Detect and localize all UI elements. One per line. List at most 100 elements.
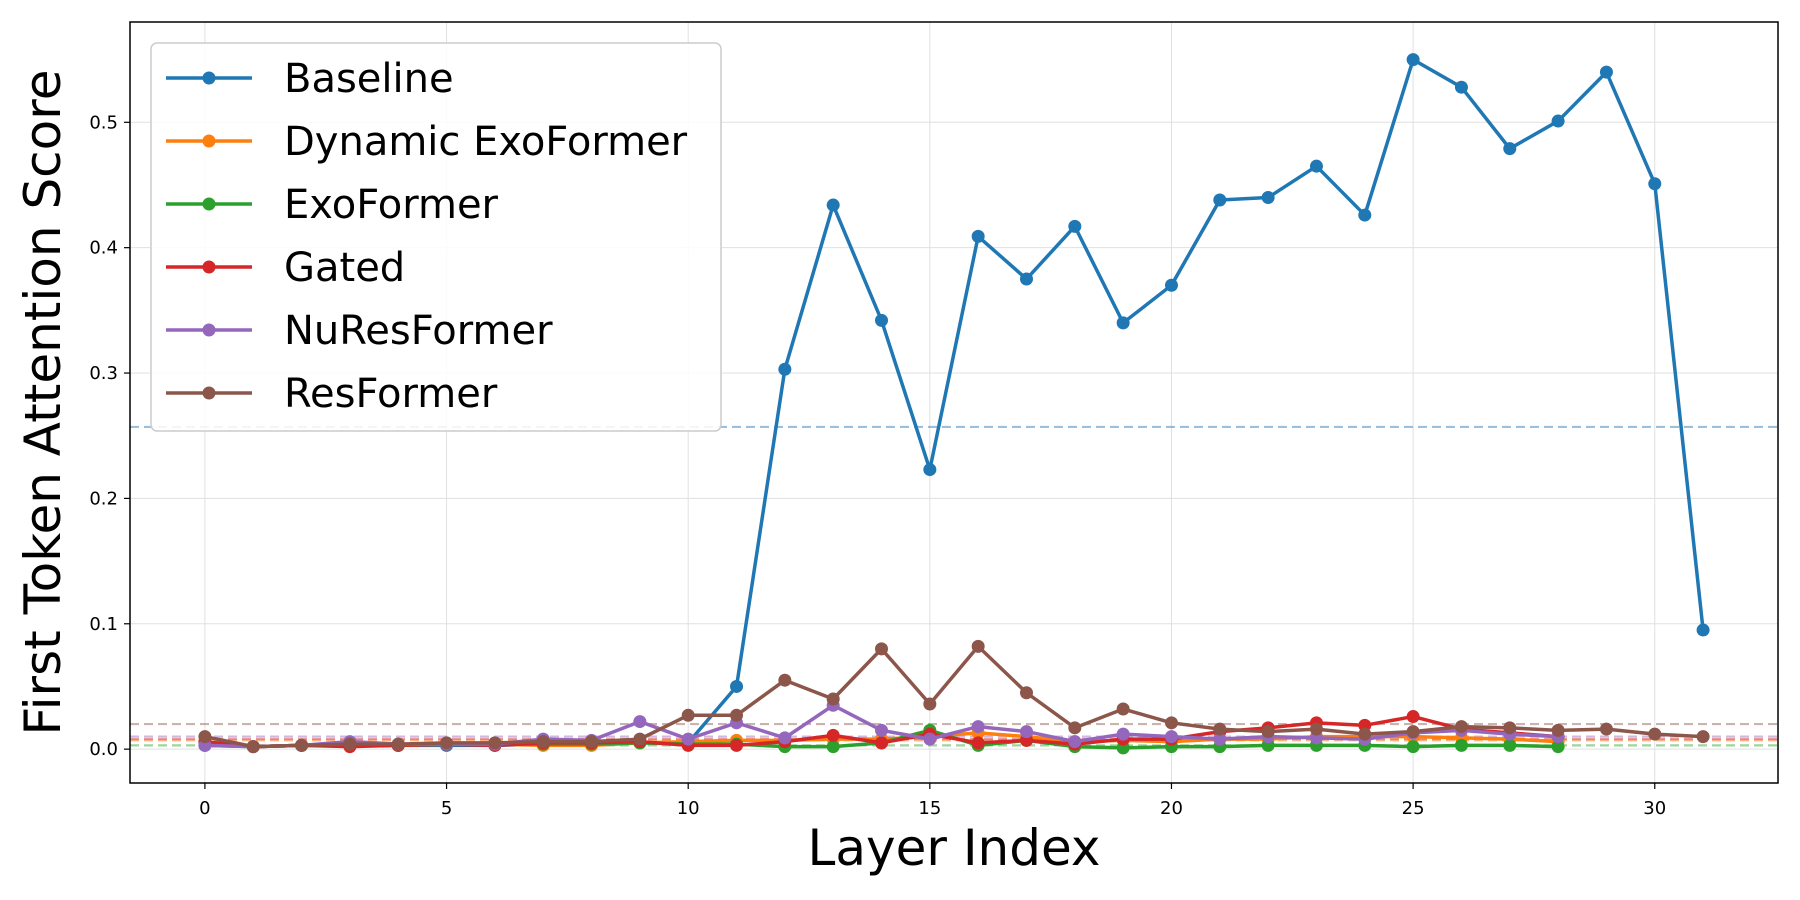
data-point: [585, 735, 599, 749]
series-line: [204, 644, 1704, 749]
data-point: [730, 679, 744, 693]
data-point: [440, 736, 454, 750]
data-point: [1599, 65, 1613, 79]
data-point: [971, 639, 985, 653]
data-point: [875, 736, 889, 750]
data-point: [1503, 721, 1517, 735]
x-tick-label: 10: [677, 798, 700, 819]
y-tick-label: 0.3: [89, 363, 118, 384]
data-point: [295, 738, 309, 752]
data-point: [1406, 725, 1420, 739]
data-point: [826, 728, 840, 742]
data-point: [1358, 727, 1372, 741]
data-point: [391, 737, 405, 751]
data-point: [778, 362, 792, 376]
data-point: [778, 673, 792, 687]
data-point: [681, 732, 695, 746]
legend-label: Gated: [284, 245, 405, 291]
axis-ticks: 0 5 10 15 20 25 30 0.0 0.1 0.2 0.3 0.4 0.5: [89, 112, 1666, 819]
data-point: [1213, 193, 1227, 207]
data-point: [1648, 177, 1662, 191]
data-point: [1116, 702, 1130, 716]
data-point: [971, 229, 985, 243]
legend-label: NuResFormer: [284, 308, 553, 354]
x-tick-label: 20: [1160, 798, 1183, 819]
y-axis-label: First Token Attention Score: [14, 70, 72, 736]
y-tick-label: 0.1: [89, 614, 118, 635]
data-point: [730, 738, 744, 752]
data-point: [1261, 725, 1275, 739]
legend-box: [150, 42, 722, 432]
y-tick-label: 0.4: [89, 238, 118, 259]
legend-marker: [202, 260, 216, 274]
data-point: [1261, 191, 1275, 205]
data-point: [1019, 725, 1033, 739]
x-tick-label: 15: [918, 798, 941, 819]
data-point: [1406, 710, 1420, 724]
legend-label: ExoFormer: [284, 182, 499, 228]
data-point: [778, 731, 792, 745]
data-point: [971, 720, 985, 734]
data-point: [1019, 272, 1033, 286]
data-point: [826, 198, 840, 212]
data-point: [536, 735, 550, 749]
legend-marker: [202, 71, 216, 85]
data-point: [633, 732, 647, 746]
data-point: [730, 708, 744, 722]
data-point: [1309, 722, 1323, 736]
data-point: [1309, 159, 1323, 173]
data-point: [923, 463, 937, 477]
x-tick-label: 30: [1643, 798, 1666, 819]
plot-frame: [129, 21, 1779, 784]
data-point: [1551, 723, 1565, 737]
x-tick-label: 0: [199, 798, 210, 819]
y-tick-label: 0.0: [89, 739, 118, 760]
data-point: [343, 737, 357, 751]
data-point: [826, 692, 840, 706]
data-point: [198, 730, 212, 744]
data-point: [1696, 730, 1710, 744]
data-point: [826, 740, 840, 754]
data-point: [1358, 208, 1372, 222]
y-tick-label: 0.2: [89, 488, 118, 509]
data-point: [633, 715, 647, 729]
y-tick-label: 0.5: [89, 112, 118, 133]
legend: Baseline Dynamic ExoFormer ExoFormer Gated N…: [150, 42, 722, 432]
data-point: [1503, 142, 1517, 156]
data-point: [1648, 727, 1662, 741]
x-tick-label: 5: [441, 798, 452, 819]
data-point: [1454, 738, 1468, 752]
series-group: [198, 639, 1710, 754]
data-point: [1068, 219, 1082, 233]
data-point: [1406, 740, 1420, 754]
data-point: [1599, 722, 1613, 736]
data-point: [1551, 114, 1565, 128]
data-point: [1454, 720, 1468, 734]
data-point: [1696, 623, 1710, 637]
data-point: [923, 732, 937, 746]
legend-marker: [202, 134, 216, 148]
legend-marker: [202, 323, 216, 337]
data-point: [1551, 740, 1565, 754]
data-point: [1116, 727, 1130, 741]
data-point: [923, 697, 937, 711]
data-point: [1068, 721, 1082, 735]
data-point: [246, 740, 260, 754]
data-point: [1116, 316, 1130, 330]
data-point: [875, 723, 889, 737]
data-point: [1503, 738, 1517, 752]
data-point: [1213, 732, 1227, 746]
legend-label: ResFormer: [284, 371, 498, 417]
data-point: [1019, 686, 1033, 700]
data-point: [1164, 716, 1178, 730]
data-point: [681, 708, 695, 722]
data-point: [1406, 53, 1420, 67]
legend-marker: [202, 386, 216, 400]
x-tick-label: 25: [1402, 798, 1425, 819]
data-point: [875, 313, 889, 327]
data-point: [875, 642, 889, 656]
data-point: [1454, 80, 1468, 94]
legend-label: Dynamic ExoFormer: [284, 119, 688, 165]
x-axis-label: Layer Index: [808, 819, 1101, 877]
